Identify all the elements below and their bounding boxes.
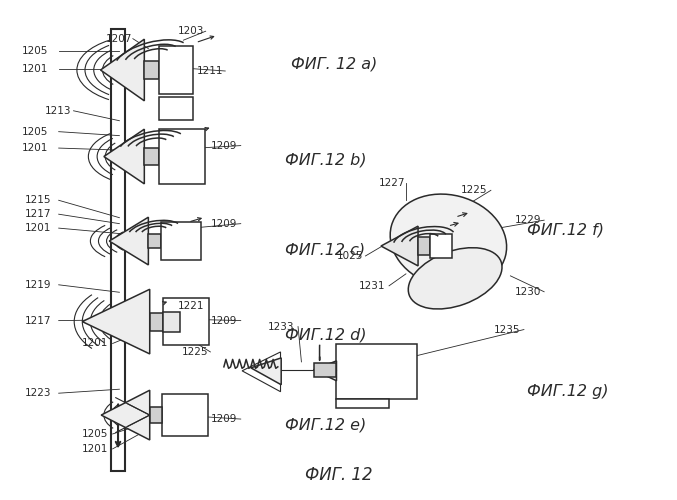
Bar	[150, 312, 163, 330]
Text: ФИГ.12 d): ФИГ.12 d)	[284, 327, 366, 342]
Bar	[430, 234, 452, 258]
Bar	[111, 28, 125, 471]
Ellipse shape	[390, 194, 506, 288]
Text: 1217: 1217	[25, 209, 51, 219]
Text: 1201: 1201	[22, 143, 48, 153]
Text: 1217: 1217	[25, 316, 51, 326]
Polygon shape	[104, 129, 144, 184]
Text: 1209: 1209	[211, 140, 237, 150]
Text: 1201: 1201	[83, 338, 109, 348]
Polygon shape	[101, 390, 150, 440]
Text: 1025: 1025	[336, 251, 363, 261]
Text: ФИГ. 12: ФИГ. 12	[305, 466, 372, 483]
Text: 1229: 1229	[515, 215, 542, 225]
Bar	[163, 298, 209, 346]
Text: 1201: 1201	[25, 223, 51, 233]
Text: 1205: 1205	[22, 46, 48, 56]
Text: 1205: 1205	[22, 126, 48, 136]
Text: 1211: 1211	[197, 66, 223, 76]
Text: 1209: 1209	[211, 316, 237, 326]
Bar	[159, 129, 205, 184]
Bar	[418, 237, 430, 255]
Polygon shape	[313, 361, 336, 381]
Text: 1201: 1201	[22, 64, 48, 74]
Bar	[159, 46, 193, 94]
Bar	[162, 394, 208, 436]
Text: 1231: 1231	[359, 281, 385, 291]
Polygon shape	[251, 358, 281, 384]
Text: 1221: 1221	[178, 300, 204, 310]
Text: 1201: 1201	[83, 444, 109, 454]
Text: 1219: 1219	[25, 280, 51, 290]
Text: 1223: 1223	[25, 388, 51, 398]
Bar	[336, 399, 389, 407]
Text: 1205: 1205	[83, 429, 109, 439]
Polygon shape	[100, 39, 144, 101]
Polygon shape	[381, 226, 418, 266]
Bar	[336, 344, 418, 399]
Text: ФИГ.12 b): ФИГ.12 b)	[284, 153, 366, 168]
Text: 1233: 1233	[267, 322, 294, 332]
Bar	[163, 312, 180, 332]
Text: 1209: 1209	[211, 218, 237, 228]
Text: 1227: 1227	[379, 178, 406, 188]
Text: 1209: 1209	[211, 414, 237, 424]
Text: 1207: 1207	[106, 34, 132, 43]
Text: ФИГ. 12 a): ФИГ. 12 a)	[291, 56, 378, 71]
Bar	[144, 60, 159, 80]
Bar	[313, 363, 336, 377]
Text: 1225: 1225	[461, 186, 487, 196]
Text: ФИГ.12 c): ФИГ.12 c)	[284, 242, 365, 258]
Bar	[148, 234, 160, 248]
Polygon shape	[109, 217, 148, 265]
Bar	[160, 222, 201, 260]
Text: ФИГ.12 f): ФИГ.12 f)	[527, 222, 605, 238]
Text: 1203: 1203	[178, 26, 204, 36]
Text: ФИГ.12 g): ФИГ.12 g)	[527, 384, 609, 399]
Text: 1235: 1235	[494, 324, 520, 334]
Bar	[159, 98, 193, 120]
Text: ФИГ.12 e): ФИГ.12 e)	[284, 418, 366, 432]
Text: 1213: 1213	[45, 106, 72, 116]
Bar	[150, 407, 162, 423]
Text: 1225: 1225	[181, 347, 208, 357]
Text: 1215: 1215	[25, 196, 51, 205]
Ellipse shape	[408, 248, 502, 309]
Text: 1230: 1230	[515, 287, 542, 297]
Bar	[144, 148, 159, 166]
Polygon shape	[83, 290, 150, 354]
